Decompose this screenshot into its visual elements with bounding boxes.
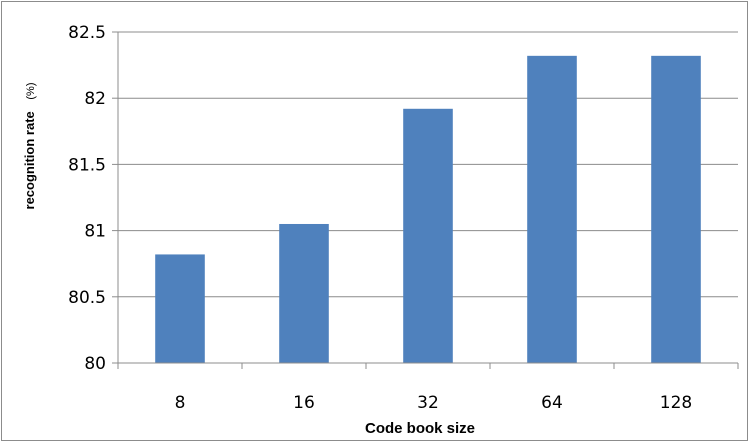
- axes: [117, 32, 739, 369]
- bar: [651, 55, 701, 363]
- y-tick-label: 80: [84, 354, 106, 374]
- x-tick-label: 32: [417, 393, 439, 413]
- y-tick-label: 80.5: [68, 288, 106, 308]
- y-tick-labels: 80 80.5 81 81.5 82 82.5: [68, 23, 106, 374]
- x-tick-label: 64: [541, 393, 563, 413]
- y-tick-label: 81.5: [68, 155, 106, 175]
- x-axis-title: Code book size: [365, 420, 475, 437]
- y-tick-label: 81: [84, 222, 106, 242]
- y-tick-label: 82: [84, 89, 106, 109]
- x-tick-label: 128: [660, 393, 692, 413]
- x-tick-labels: 8 16 32 64 128: [175, 393, 693, 413]
- bar: [403, 108, 453, 364]
- x-tick-label: 8: [175, 393, 186, 413]
- bar: [155, 254, 205, 363]
- x-tick-label: 16: [293, 393, 315, 413]
- y-axis-title: recognition rate (%): [22, 83, 37, 210]
- bar: [279, 223, 329, 363]
- bars: [155, 55, 701, 364]
- bar: [527, 55, 577, 363]
- y-axis-title-main: recognition rate: [22, 111, 37, 209]
- y-axis-title-unit: (%): [25, 83, 37, 100]
- y-tick-label: 82.5: [68, 23, 106, 43]
